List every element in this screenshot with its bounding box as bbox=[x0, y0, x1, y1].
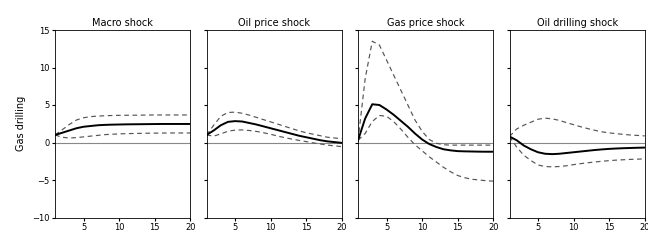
Title: Macro shock: Macro shock bbox=[92, 18, 153, 28]
Title: Oil drilling shock: Oil drilling shock bbox=[537, 18, 618, 28]
Title: Oil price shock: Oil price shock bbox=[238, 18, 310, 28]
Title: Gas price shock: Gas price shock bbox=[387, 18, 465, 28]
Y-axis label: Gas drilling: Gas drilling bbox=[16, 96, 27, 151]
